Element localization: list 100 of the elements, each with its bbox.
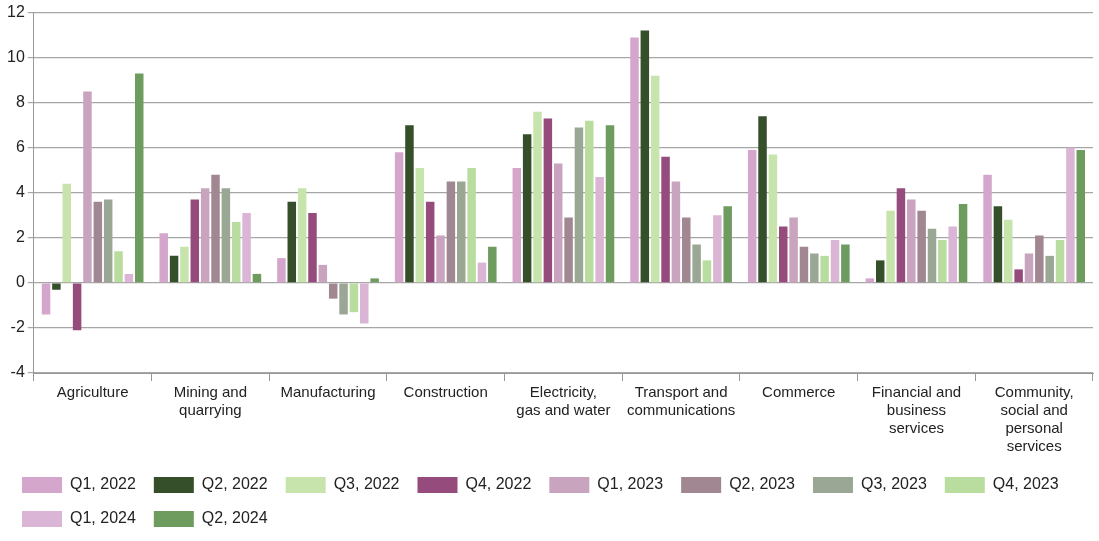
bar (810, 253, 819, 283)
bar (159, 233, 168, 283)
bar (702, 260, 712, 283)
bar (758, 116, 767, 283)
bar (564, 217, 573, 283)
x-tick-label: Agriculture (56, 383, 129, 401)
x-tick-label: Construction (403, 383, 488, 401)
bar (779, 226, 788, 283)
bar (875, 260, 885, 283)
legend-label: Q4, 2022 (465, 475, 532, 493)
bar (135, 73, 144, 283)
bar (1055, 240, 1065, 283)
legend-label: Q4, 2023 (992, 475, 1059, 493)
bar (938, 240, 947, 283)
bar (405, 125, 414, 283)
x-tick-label: Transport and communications (626, 383, 736, 419)
bar (252, 273, 262, 283)
bar (467, 168, 476, 283)
bar (83, 91, 92, 283)
bar (339, 283, 348, 315)
bar (723, 206, 732, 283)
bar (640, 30, 650, 283)
legend-label: Q1, 2022 (70, 475, 136, 493)
legend-label: Q2, 2024 (201, 509, 268, 527)
bar (553, 163, 563, 283)
bar (221, 188, 231, 283)
y-tick-label: -2 (10, 318, 25, 336)
bar (180, 246, 189, 283)
bar (41, 283, 51, 315)
bar (907, 199, 916, 283)
bar (574, 127, 584, 283)
legend-label: Q3, 2023 (860, 475, 927, 493)
bar (103, 199, 113, 283)
bar (1014, 269, 1023, 283)
bar (661, 156, 670, 283)
bar (277, 258, 286, 283)
bar (713, 215, 722, 283)
bar (692, 244, 701, 283)
bar (297, 188, 307, 283)
bar (650, 75, 660, 283)
bar (93, 201, 103, 283)
bar (425, 201, 435, 283)
bar (488, 246, 497, 283)
bar (630, 37, 639, 283)
bar (72, 283, 82, 331)
x-tick-label: Electricity, gas and water (516, 383, 611, 419)
bar (349, 283, 359, 313)
bar (287, 201, 297, 283)
bar (896, 188, 906, 283)
y-tick-label: 2 (15, 228, 25, 246)
bar (169, 255, 179, 283)
bar (370, 278, 379, 283)
y-tick-label: 8 (15, 93, 25, 111)
bar (799, 246, 809, 283)
bar (446, 181, 456, 283)
bar (1076, 150, 1086, 283)
legend-label: Q1, 2023 (597, 475, 664, 493)
bar (211, 174, 220, 283)
legend-label: Q2, 2022 (201, 475, 268, 493)
legend-label: Q2, 2023 (729, 475, 796, 493)
bar (318, 264, 328, 283)
bar (394, 152, 404, 283)
bar (605, 125, 615, 283)
bar (1045, 255, 1054, 283)
bar (820, 255, 829, 283)
y-tick-label: -4 (10, 363, 25, 381)
x-tick-label: Commerce (762, 383, 836, 401)
y-tick-label: 0 (15, 273, 25, 291)
bar (124, 273, 134, 283)
bar (512, 168, 522, 283)
legend-label: Q1, 2024 (70, 509, 136, 527)
bar (415, 168, 425, 283)
x-tick-label: Mining and quarrying (173, 383, 248, 419)
bar (522, 134, 532, 283)
bar (1024, 253, 1034, 283)
legend-label: Q3, 2022 (333, 475, 400, 493)
bar (983, 174, 992, 283)
bar (841, 244, 850, 283)
bar (242, 213, 251, 283)
bar (789, 217, 798, 283)
bar (917, 210, 926, 283)
bar (682, 217, 691, 283)
bar (543, 118, 553, 283)
bar (993, 206, 1003, 283)
bar (958, 204, 968, 283)
bar (360, 283, 369, 324)
bar (747, 150, 757, 283)
x-tick-label: Financial and business services (871, 383, 962, 437)
bar (1066, 147, 1075, 283)
bar (436, 235, 445, 283)
bar (830, 240, 840, 283)
bar (308, 213, 317, 283)
bar (768, 154, 778, 283)
bar (328, 283, 338, 299)
bar (477, 262, 487, 283)
y-tick-label: 4 (15, 183, 25, 201)
bar (865, 278, 875, 283)
bar (457, 181, 466, 283)
bar (671, 181, 681, 283)
bar (62, 183, 71, 283)
